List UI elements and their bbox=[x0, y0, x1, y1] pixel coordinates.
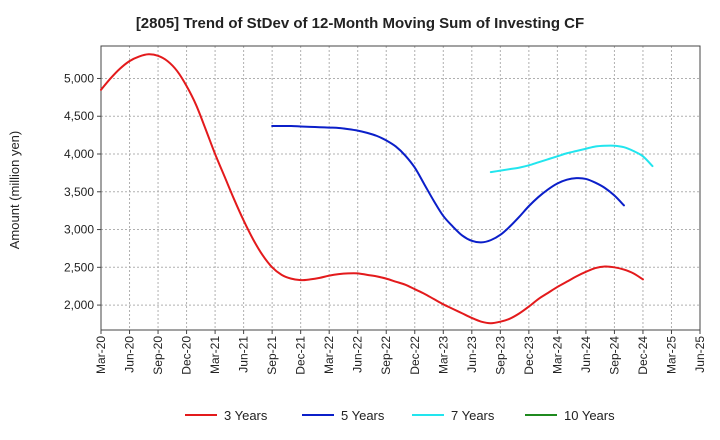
x-tick-label: Sep-20 bbox=[151, 336, 165, 375]
y-tick-label: 5,000 bbox=[64, 71, 94, 85]
x-tick-label: Sep-24 bbox=[607, 336, 621, 375]
x-tick-label: Dec-24 bbox=[636, 336, 650, 375]
x-tick-label: Jun-24 bbox=[579, 336, 593, 373]
x-tick-label: Sep-22 bbox=[379, 336, 393, 375]
x-tick-label: Dec-22 bbox=[408, 336, 422, 375]
x-tick-label: Dec-23 bbox=[522, 336, 536, 375]
plot-border bbox=[100, 45, 701, 331]
legend-label-10-years: 10 Years bbox=[564, 408, 615, 423]
x-tick-label: Mar-25 bbox=[664, 336, 678, 374]
x-tick-label: Sep-21 bbox=[265, 336, 279, 375]
y-axis-ticks: 2,000 2,500 3,000 3,500 4,000 4,500 5,000 bbox=[64, 71, 101, 312]
chart-title: [2805] Trend of StDev of 12-Month Moving… bbox=[136, 15, 584, 32]
plot-frame bbox=[100, 45, 701, 331]
legend: 3 Years 5 Years 7 Years 10 Years bbox=[185, 408, 615, 423]
x-tick-label: Dec-21 bbox=[294, 336, 308, 375]
y-tick-label: 4,500 bbox=[64, 109, 94, 123]
series-lines bbox=[100, 53, 654, 325]
legend-label-7-years: 7 Years bbox=[451, 408, 495, 423]
grid bbox=[100, 46, 701, 330]
legend-label-5-years: 5 Years bbox=[341, 408, 385, 423]
x-tick-label: Mar-20 bbox=[94, 336, 108, 374]
x-tick-label: Jun-21 bbox=[237, 336, 251, 373]
legend-label-3-years: 3 Years bbox=[224, 408, 268, 423]
x-axis-ticks: Mar-20 Jun-20 Sep-20 Dec-20 Mar-21 Jun-21 Sep-… bbox=[94, 330, 707, 375]
series-line-7-years bbox=[489, 144, 654, 174]
x-tick-label: Mar-24 bbox=[550, 336, 564, 374]
y-tick-label: 2,000 bbox=[64, 298, 94, 312]
series-line-5-years bbox=[271, 125, 625, 244]
y-axis-label: Amount (million yen) bbox=[7, 131, 22, 250]
x-tick-label: Jun-23 bbox=[465, 336, 479, 373]
x-tick-label: Jun-20 bbox=[123, 336, 137, 373]
y-tick-label: 3,000 bbox=[64, 223, 94, 237]
y-tick-label: 3,500 bbox=[64, 185, 94, 199]
y-tick-label: 4,000 bbox=[64, 147, 94, 161]
x-tick-label: Dec-20 bbox=[180, 336, 194, 375]
x-tick-label: Mar-22 bbox=[322, 336, 336, 374]
x-tick-label: Jun-22 bbox=[351, 336, 365, 373]
series-line-3-years bbox=[100, 53, 644, 325]
x-tick-label: Sep-23 bbox=[493, 336, 507, 375]
y-tick-label: 2,500 bbox=[64, 260, 94, 274]
x-tick-label: Mar-23 bbox=[436, 336, 450, 374]
x-tick-label: Mar-21 bbox=[208, 336, 222, 374]
x-tick-label: Jun-25 bbox=[693, 336, 707, 373]
